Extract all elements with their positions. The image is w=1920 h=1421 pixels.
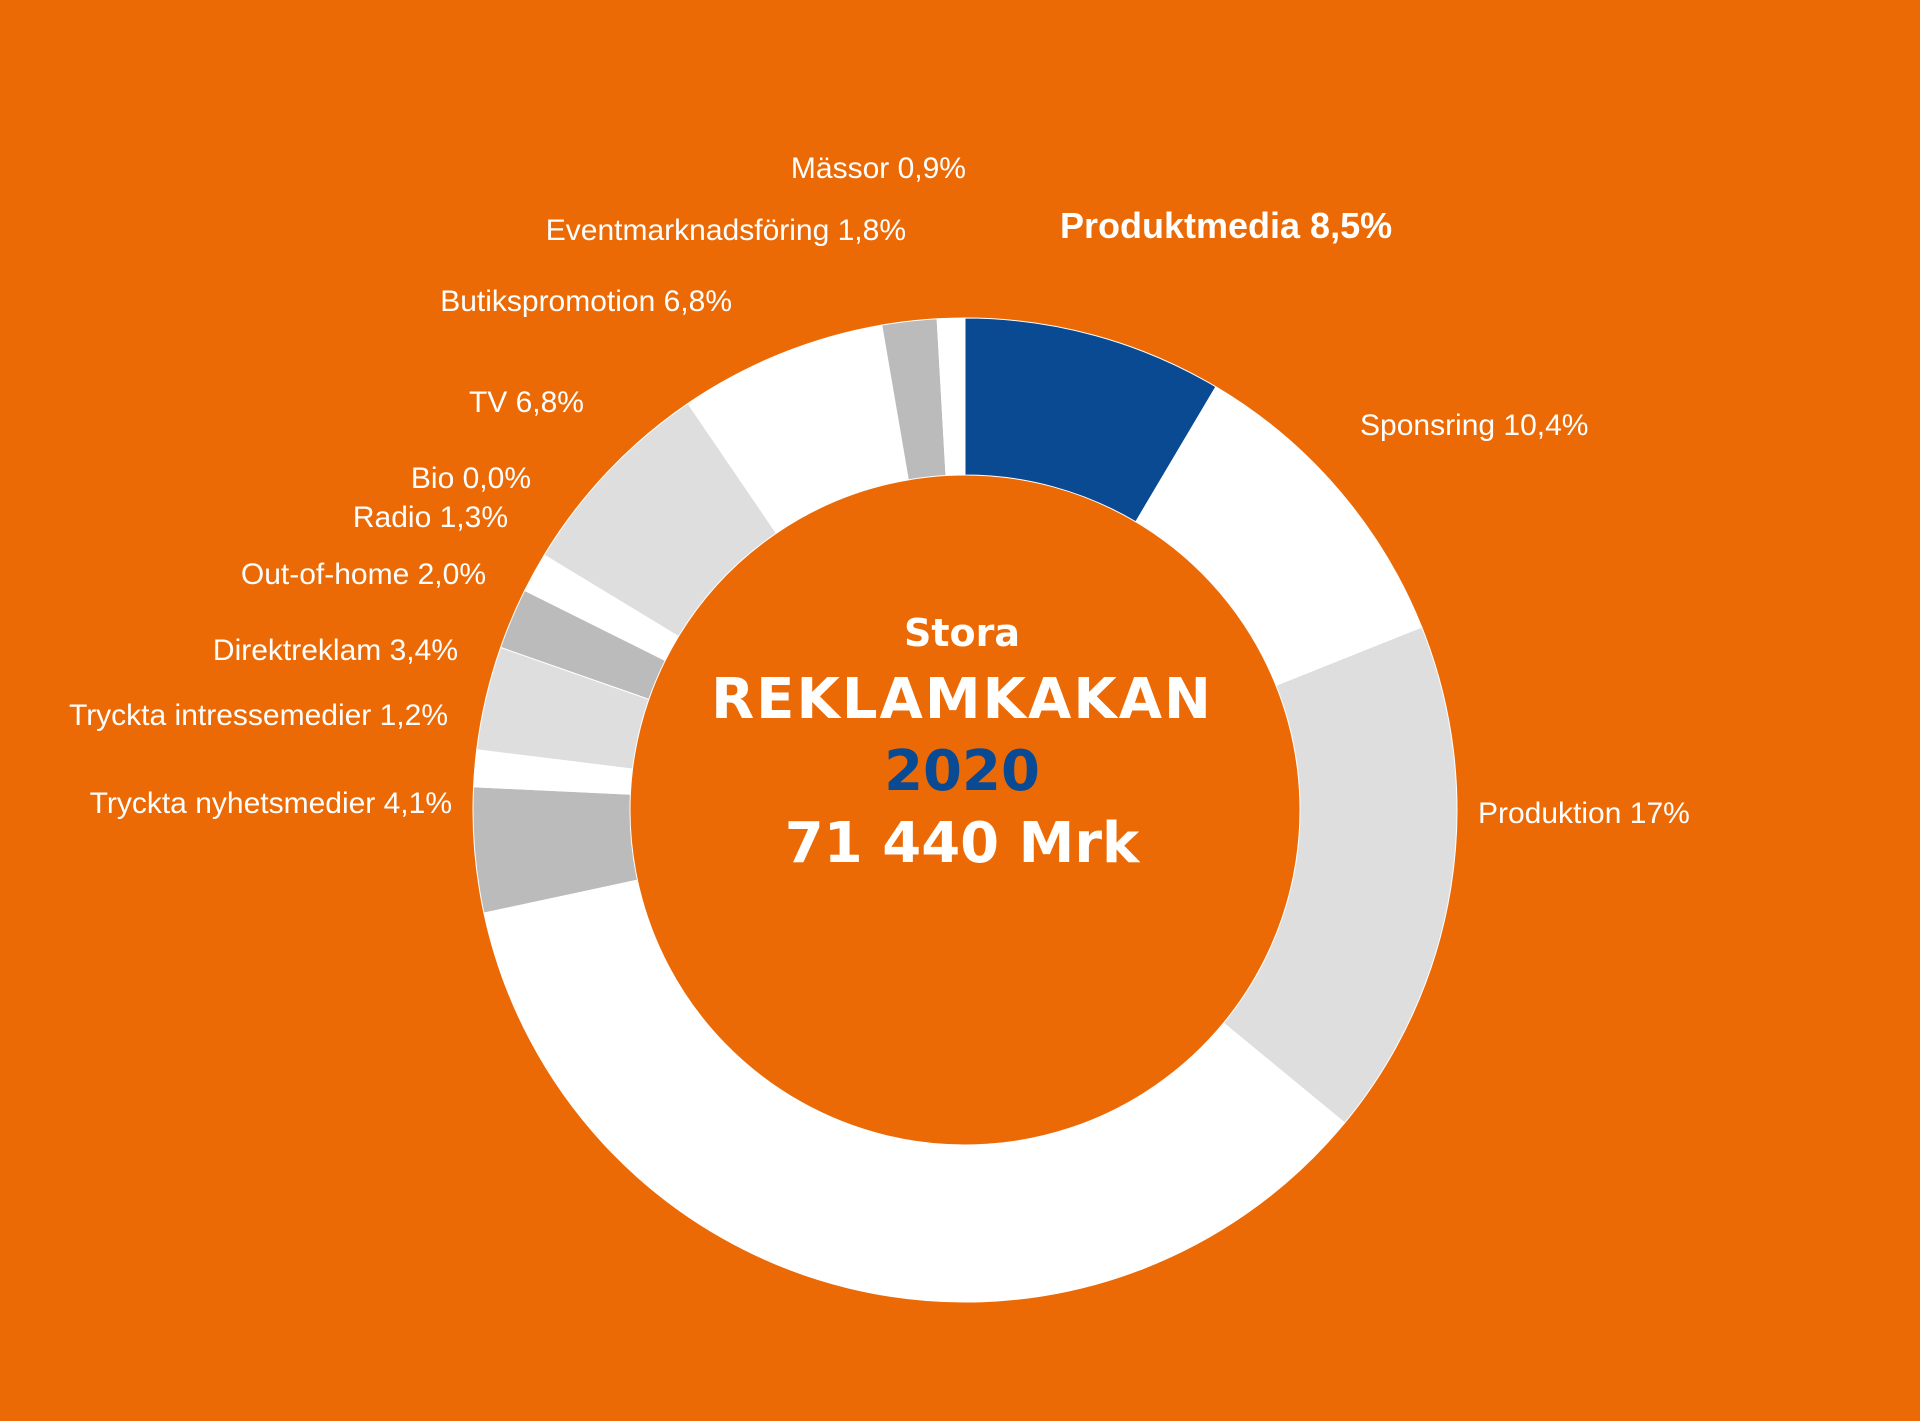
label-eventmarknadsforing: Eventmarknadsföring 1,8% bbox=[546, 214, 906, 247]
label-tryckta: Tryckta intressemedier 1,2% bbox=[69, 699, 448, 732]
label-produktmedia: Produktmedia 8,5% bbox=[1060, 205, 1392, 246]
label-massor: Mässor 0,9% bbox=[791, 152, 966, 185]
label-out-of-home: Out-of-home 2,0% bbox=[241, 558, 486, 591]
center-total: 71 440 Mrk bbox=[785, 811, 1141, 876]
label-produktion: Produktion 17% bbox=[1478, 797, 1690, 830]
label-direktreklam: Direktreklam 3,4% bbox=[213, 634, 458, 667]
donut-slices bbox=[472, 317, 1458, 1303]
center-title-main: REKLAMKAKAN bbox=[711, 667, 1213, 732]
label-internet: Internet 35,6% bbox=[864, 1259, 1059, 1292]
slice-internet bbox=[483, 879, 1346, 1303]
label-bio: Bio 0,0% bbox=[411, 462, 531, 495]
label-butikspromotion: Butikspromotion 6,8% bbox=[440, 285, 732, 318]
label-sponsring: Sponsring 10,4% bbox=[1360, 409, 1589, 442]
slice-massor bbox=[936, 317, 966, 477]
center-title-small: Stora bbox=[904, 611, 1020, 655]
label-radio: Radio 1,3% bbox=[353, 501, 508, 534]
center-year: 2020 bbox=[884, 739, 1040, 804]
label-tryckta: Tryckta nyhetsmedier 4,1% bbox=[90, 787, 452, 820]
label-tv: TV 6,8% bbox=[469, 386, 584, 419]
slice-labels: Produktmedia 8,5% Sponsring 10,4% Produkti… bbox=[69, 152, 1690, 1292]
center-label: Stora REKLAMKAKAN 2020 71 440 Mrk bbox=[711, 611, 1213, 876]
slice-produktion bbox=[1222, 626, 1458, 1124]
